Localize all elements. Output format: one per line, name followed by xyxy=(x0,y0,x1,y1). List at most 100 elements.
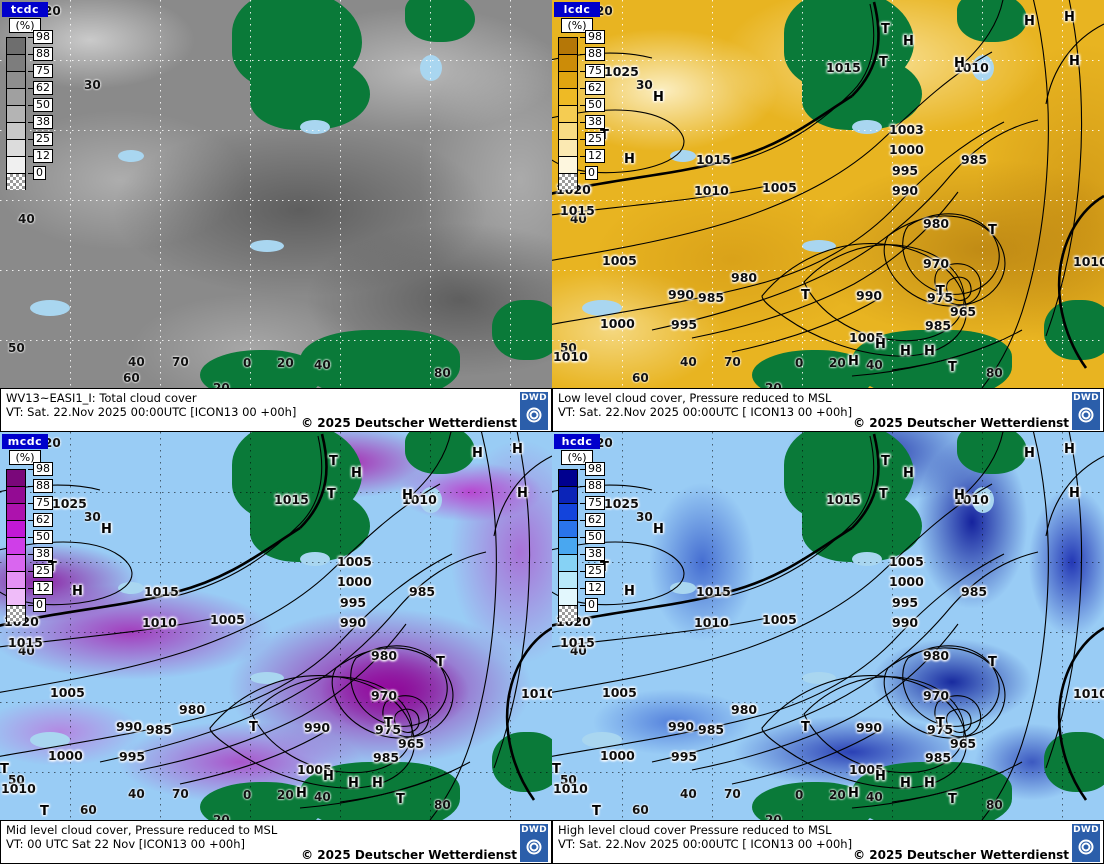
dwd-logo-text: DWD xyxy=(1073,825,1099,835)
colorbar-tick-label: 25 xyxy=(33,564,53,578)
pressure-centre-marker: T xyxy=(936,284,945,299)
latitude-gridline xyxy=(552,270,1104,271)
longitude-gridline xyxy=(892,0,893,388)
isobar-label: 975 xyxy=(927,290,954,305)
isobar-label: 1005 xyxy=(602,685,637,700)
grid-coordinate-label: 20 xyxy=(277,788,294,802)
lake xyxy=(972,487,994,513)
colorbar-tick-label: 62 xyxy=(585,513,605,527)
colorbar-tick xyxy=(580,88,586,89)
map-lcdc[interactable]: 2030405060407002040208010251020101510151… xyxy=(552,0,1104,388)
longitude-gridline xyxy=(160,0,161,388)
longitude-gridline xyxy=(712,0,713,388)
lake xyxy=(420,55,442,81)
grid-coordinate-label: 70 xyxy=(172,787,189,801)
latitude-gridline xyxy=(0,632,552,633)
pressure-centre-marker: T xyxy=(396,792,405,807)
pressure-centre-marker: H xyxy=(875,337,886,352)
isobar-label: 1005 xyxy=(762,180,797,195)
colorbar-tick xyxy=(580,571,586,572)
pressure-centre-marker: H xyxy=(653,90,664,105)
colorbar-tick xyxy=(28,156,34,157)
colorbar-tick xyxy=(28,105,34,106)
dwd-spiral-icon xyxy=(526,407,542,423)
map-mcdc[interactable]: 2030405060407002040208010251020101510151… xyxy=(0,432,552,820)
colorbar-swatch xyxy=(558,554,578,571)
caption-hcdc: High level cloud cover Pressure reduced … xyxy=(552,820,1104,864)
grid-coordinate-label: 20 xyxy=(765,813,782,820)
lake xyxy=(802,672,836,684)
colorbar-tick xyxy=(580,588,586,589)
lake xyxy=(582,300,622,316)
isobar-label: 1025 xyxy=(52,496,87,511)
latitude-gridline xyxy=(552,492,1104,493)
longitude-gridline xyxy=(1062,0,1063,388)
colorbar-unit: (%) xyxy=(9,450,41,465)
colorbar-tick xyxy=(28,71,34,72)
panel-tcdc: 20 30 40 50 60 40 70 0 20 40 20 80 tcdc (%) 98 88 75 62 50… xyxy=(0,0,552,432)
grid-coordinate-label: 40 xyxy=(128,355,145,369)
colorbar-swatch xyxy=(558,503,578,520)
isobar-label: 995 xyxy=(671,749,698,764)
longitude-gridline xyxy=(802,0,803,388)
pressure-centre-marker: T xyxy=(801,720,810,735)
colorbar-tick-label: 98 xyxy=(585,462,605,476)
isobar-label: 1010 xyxy=(694,183,729,198)
isobar-contours xyxy=(552,0,1104,388)
colorbar-tick-label: 0 xyxy=(33,166,46,180)
grid-coordinate-label: 20 xyxy=(829,356,846,370)
colorbar-swatch xyxy=(6,37,26,54)
colorbar-tick xyxy=(28,37,34,38)
colorbar-lcdc: lcdc (%) 98 88 75 62 50 38 25 12 0 xyxy=(554,2,605,190)
landmass xyxy=(852,330,1012,388)
grid-coordinate-label: 20 xyxy=(829,788,846,802)
colorbar-tick xyxy=(580,105,586,106)
latitude-gridline xyxy=(0,492,552,493)
colorbar-swatch xyxy=(558,486,578,503)
grid-coordinate-label: 40 xyxy=(18,644,35,658)
landmass xyxy=(752,782,872,820)
pressure-centre-marker: H xyxy=(848,354,859,369)
isobar-label: 990 xyxy=(856,720,883,735)
colorbar-swatch-transparent xyxy=(6,605,26,622)
colorbar-swatch xyxy=(558,588,578,605)
pressure-centre-marker: T xyxy=(0,762,9,777)
pressure-centre-marker: T xyxy=(879,487,888,502)
grid-coordinate-label: 0 xyxy=(795,356,804,370)
landmass xyxy=(957,0,1027,42)
isobar-label: 1015 xyxy=(696,152,731,167)
pressure-centre-marker: H xyxy=(348,776,359,791)
longitude-gridline xyxy=(712,432,713,820)
colorbar-tick-label: 12 xyxy=(33,149,53,163)
colorbar-swatch-transparent xyxy=(558,605,578,622)
longitude-gridline xyxy=(430,0,431,388)
map-hcdc[interactable]: 2030405060407002040208010251020101510151… xyxy=(552,432,1104,820)
colorbar-tick-label: 0 xyxy=(33,598,46,612)
grid-coordinate-label: 60 xyxy=(123,371,140,385)
landmass xyxy=(405,0,475,42)
isobar-label: 975 xyxy=(927,722,954,737)
colorbar-tick xyxy=(28,54,34,55)
isobar-label: 1015 xyxy=(826,492,861,507)
grid-coordinate-label: 20 xyxy=(596,436,613,450)
longitude-gridline xyxy=(250,0,251,388)
isobar-label: 1005 xyxy=(50,685,85,700)
colorbar-tick-label: 50 xyxy=(33,98,53,112)
colorbar-unit: (%) xyxy=(561,18,593,33)
lake xyxy=(802,240,836,252)
lake xyxy=(250,672,284,684)
dwd-logo-icon: DWD xyxy=(1071,391,1101,431)
colorbar-tick-label: 75 xyxy=(33,496,53,510)
colorbar-swatch xyxy=(558,571,578,588)
map-tcdc[interactable]: 20 30 40 50 60 40 70 0 20 40 20 80 xyxy=(0,0,552,388)
pressure-centre-marker: H xyxy=(954,488,965,503)
isobar-label: 990 xyxy=(892,183,919,198)
grid-coordinate-label: 60 xyxy=(632,371,649,385)
grid-coordinate-label: 80 xyxy=(986,798,1003,812)
isobar-label: 1010 xyxy=(1073,686,1104,701)
isobar-label: 1000 xyxy=(889,142,924,157)
pressure-centre-marker: H xyxy=(1069,486,1080,501)
grid-coordinate-label: 80 xyxy=(434,798,451,812)
colorbar-tick xyxy=(580,520,586,521)
